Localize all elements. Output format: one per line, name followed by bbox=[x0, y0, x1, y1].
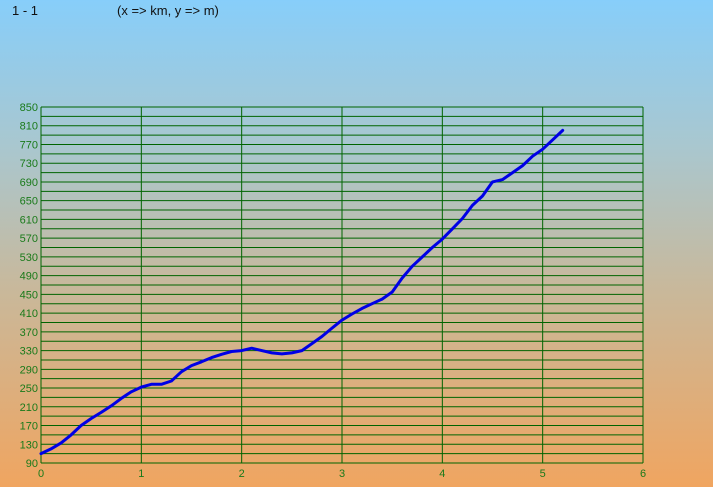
y-tick-label: 330 bbox=[20, 346, 38, 358]
y-tick-label: 450 bbox=[20, 289, 38, 301]
elevation-line bbox=[39, 128, 565, 456]
x-tick-label: 2 bbox=[239, 468, 245, 480]
y-tick-label: 410 bbox=[20, 308, 38, 320]
x-tick-label: 5 bbox=[540, 468, 546, 480]
y-tick-label: 730 bbox=[20, 158, 38, 170]
y-tick-label: 370 bbox=[20, 327, 38, 339]
y-tick-label: 250 bbox=[20, 383, 38, 395]
y-tick-label: 650 bbox=[20, 196, 38, 208]
y-tick-label: 90 bbox=[26, 458, 38, 470]
x-tick-label: 6 bbox=[640, 468, 646, 480]
y-tick-label: 210 bbox=[20, 402, 38, 414]
y-tick-label: 690 bbox=[20, 177, 38, 189]
y-tick-label: 810 bbox=[20, 121, 38, 133]
y-tick-label: 170 bbox=[20, 421, 38, 433]
y-tick-label: 130 bbox=[20, 439, 38, 451]
y-tick-label: 850 bbox=[20, 102, 38, 114]
y-tick-label: 610 bbox=[20, 214, 38, 226]
x-tick-label: 1 bbox=[138, 468, 144, 480]
y-tick-label: 770 bbox=[20, 139, 38, 151]
x-tick-label: 3 bbox=[339, 468, 345, 480]
x-tick-label: 4 bbox=[439, 468, 445, 480]
y-tick-label: 570 bbox=[20, 233, 38, 245]
x-tick-label: 0 bbox=[38, 468, 44, 480]
y-tick-label: 290 bbox=[20, 364, 38, 376]
page-indicator: 1 - 1 bbox=[12, 3, 39, 18]
y-tick-label: 530 bbox=[20, 252, 38, 264]
y-tick-label: 490 bbox=[20, 271, 38, 283]
units-label: (x => km, y => m) bbox=[117, 3, 219, 18]
